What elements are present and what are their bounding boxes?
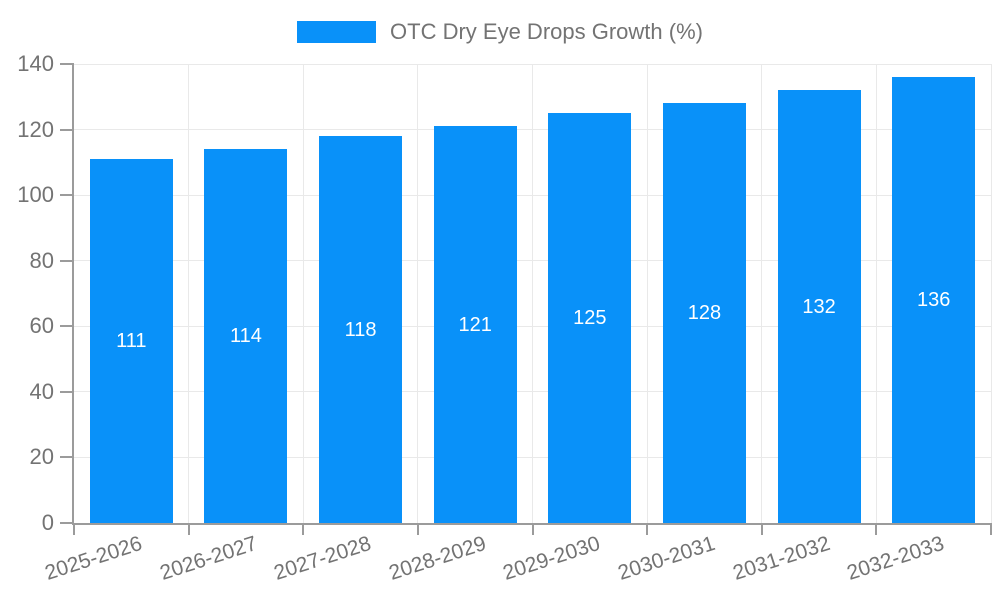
y-axis-tick bbox=[60, 259, 74, 262]
gridline-vertical bbox=[875, 64, 877, 523]
bar-2029-2030 bbox=[548, 113, 632, 523]
y-axis-tick bbox=[60, 456, 74, 459]
x-axis-tick bbox=[73, 523, 75, 535]
bar-2032-2033 bbox=[892, 77, 976, 523]
x-axis-tick bbox=[875, 523, 878, 535]
y-axis-tick-label: 120 bbox=[17, 116, 54, 142]
x-axis-category-label: 2029-2030 bbox=[500, 531, 604, 585]
x-axis-tick bbox=[531, 523, 534, 535]
gridline-vertical bbox=[761, 64, 763, 523]
bar-value-label: 128 bbox=[687, 302, 722, 325]
y-axis-tick bbox=[60, 522, 74, 524]
y-axis-tick bbox=[60, 63, 74, 65]
bar-2025-2026 bbox=[89, 159, 173, 523]
x-axis-tick bbox=[187, 523, 190, 535]
gridline-vertical bbox=[417, 64, 419, 523]
gridline-vertical bbox=[990, 64, 992, 523]
y-axis-line bbox=[72, 64, 74, 523]
x-axis-tick bbox=[302, 523, 305, 535]
y-axis-tick-label: 0 bbox=[41, 510, 54, 535]
x-axis-category-label: 2026-2027 bbox=[156, 531, 260, 585]
y-axis-tick bbox=[60, 128, 74, 131]
x-axis-line bbox=[72, 523, 991, 525]
bar-value-label: 121 bbox=[458, 313, 492, 336]
legend-label: OTC Dry Eye Drops Growth (%) bbox=[390, 19, 703, 44]
x-axis-tick bbox=[416, 523, 419, 535]
y-axis-tick-label: 80 bbox=[29, 247, 54, 273]
bar-2027-2028 bbox=[319, 136, 403, 523]
x-axis-tick bbox=[760, 523, 763, 535]
bar-value-label: 111 bbox=[116, 330, 147, 353]
gridline-vertical bbox=[532, 64, 533, 523]
bar-2026-2027 bbox=[204, 149, 288, 523]
y-axis-tick-label: 60 bbox=[29, 313, 54, 339]
bar-value-label: 118 bbox=[344, 318, 377, 341]
bar-value-label: 114 bbox=[229, 325, 262, 348]
y-axis-tick bbox=[60, 325, 74, 328]
bar-2031-2032 bbox=[777, 90, 861, 523]
x-axis-category-label: 2032-2033 bbox=[844, 531, 948, 585]
y-axis-tick-label: 140 bbox=[17, 51, 54, 76]
bar-value-label: 125 bbox=[573, 307, 607, 330]
gridline-vertical bbox=[646, 64, 648, 523]
bar-2030-2031 bbox=[662, 103, 746, 523]
chart-legend[interactable]: OTC Dry Eye Drops Growth (%) bbox=[0, 18, 1000, 46]
x-axis-category-label: 2031-2032 bbox=[729, 531, 833, 585]
bar-2028-2029 bbox=[433, 126, 517, 523]
x-axis-category-label: 2030-2031 bbox=[615, 531, 718, 585]
y-axis-tick bbox=[60, 390, 74, 393]
y-axis-tick-label: 40 bbox=[29, 378, 54, 404]
bar-value-label: 136 bbox=[917, 289, 951, 312]
gridline-vertical bbox=[188, 64, 190, 523]
y-axis-tick-label: 100 bbox=[17, 182, 54, 208]
y-axis-tick bbox=[60, 194, 74, 197]
bar-value-label: 132 bbox=[802, 295, 836, 318]
x-axis-category-label: 2028-2029 bbox=[385, 531, 489, 585]
x-axis-tick bbox=[990, 523, 992, 535]
x-axis-tick bbox=[646, 523, 649, 535]
y-axis-tick-label: 20 bbox=[29, 444, 54, 470]
legend-swatch bbox=[297, 21, 377, 43]
gridline-vertical bbox=[302, 64, 304, 523]
x-axis-category-label: 2025-2026 bbox=[42, 531, 145, 585]
x-axis-category-label: 2027-2028 bbox=[271, 531, 374, 585]
